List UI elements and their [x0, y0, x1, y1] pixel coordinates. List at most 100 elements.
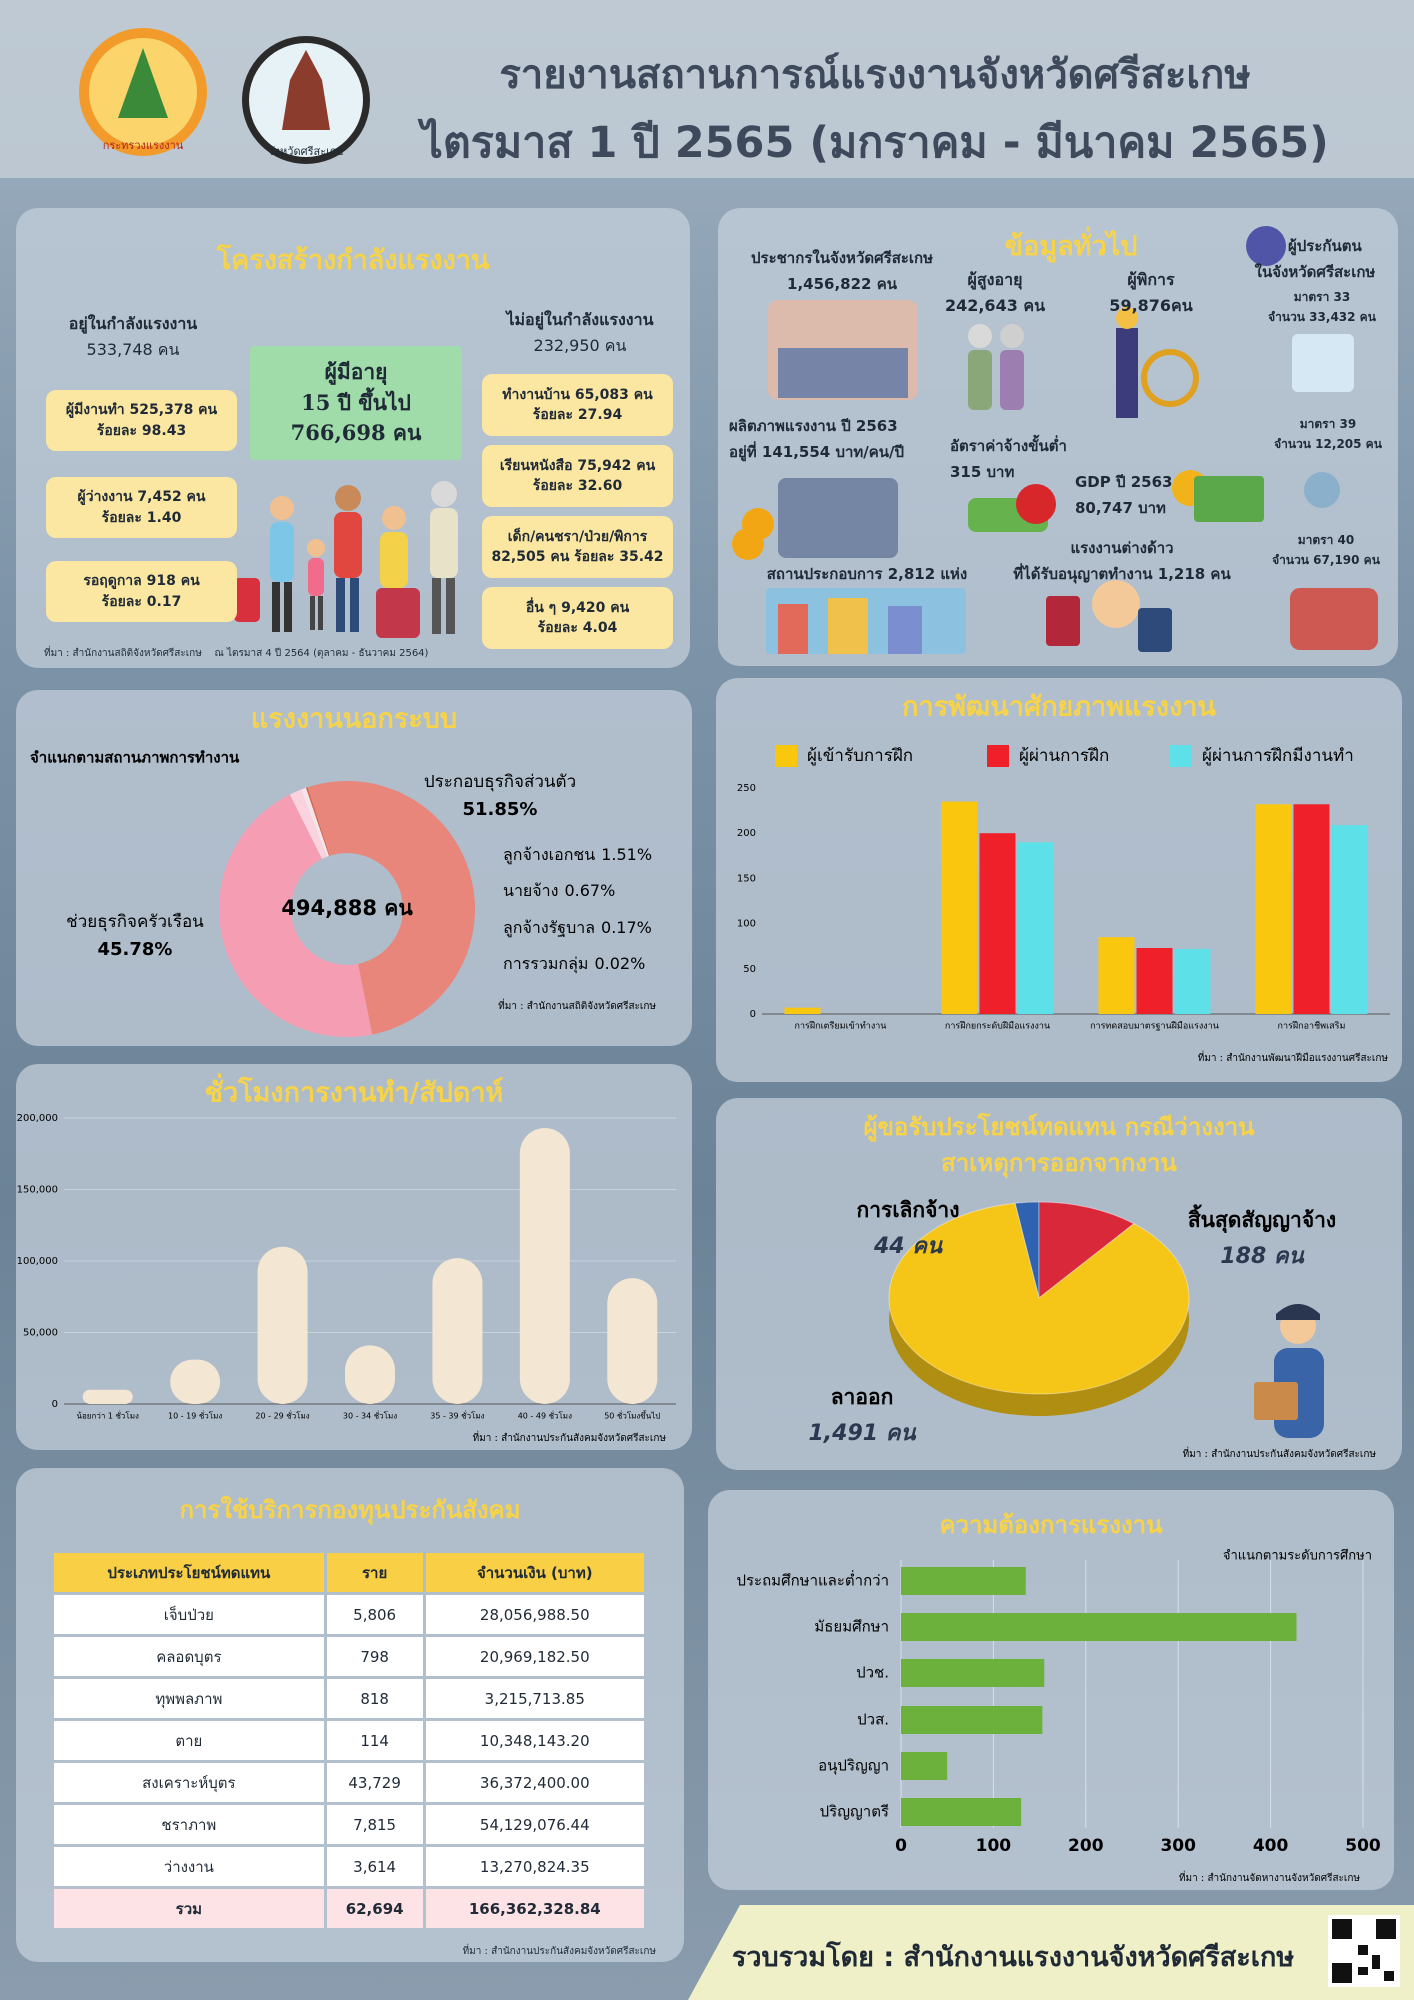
chart-title: การพัฒนาศักยภาพแรงงาน	[902, 692, 1216, 723]
segment-value-label: 0.02%	[594, 954, 645, 973]
in-labor-box: รอฤดูกาล 918 คน ร้อยละ 0.17	[46, 561, 237, 622]
donut-chart: แรงงานนอกระบบ จำแนกตามสถานภาพการทำงาน ที…	[30, 704, 656, 1037]
x-tick-label: 100	[976, 1836, 1012, 1856]
population-line1: ผู้มีอายุ	[324, 359, 388, 385]
logo-left-emblem	[118, 48, 168, 118]
pie-chart: ผู้ขอรับประโยชน์ทดแทน กรณีว่างงาน สาเหตุ…	[808, 1112, 1377, 1460]
bar	[1174, 948, 1211, 1014]
y-tick-label: 100,000	[17, 1256, 58, 1267]
demand-panel: ความต้องการแรงงาน จำแนกตามระดับการศึกษา …	[708, 1490, 1394, 1890]
bar-chart: การพัฒนาศักยภาพแรงงาน ที่มา : สำนักงานพั…	[737, 692, 1390, 1064]
header: กระทรวงแรงงาน จังหวัดศรีสะเกษ รายงานสถาน…	[0, 0, 1414, 178]
bar	[82, 1389, 133, 1404]
general-icons	[732, 226, 1378, 654]
bar	[345, 1345, 395, 1404]
segment-label: นายจ้าง	[503, 881, 558, 900]
segment-label-group: นายจ้าง 0.67%	[503, 881, 615, 900]
labor-structure-panel: โครงสร้างกำลังแรงงาน อยู่ในกำลังแรงงาน 5…	[16, 208, 690, 668]
foreign-worker-icon	[1046, 580, 1172, 652]
source: ที่มา : สำนักงานประกันสังคมจังหวัดศรีสะเ…	[462, 1946, 656, 1957]
source-period: ณ ไตรมาส 4 ปี 2564 (ตุลาคม - ธันวาคม 256…	[214, 648, 429, 659]
table-cell: ชราภาพ	[54, 1805, 324, 1844]
insured-line1: ผู้ประกันตน	[1288, 237, 1362, 255]
min-wage-line1: อัตราค่าจ้างขั้นต่ำ	[950, 437, 1067, 455]
table-cell: 28,056,988.50	[425, 1595, 644, 1634]
not-in-labor-box: เรียนหนังสือ 75,942 คนร้อยละ 32.60	[482, 445, 673, 507]
in-labor-count: 533,748 คน	[86, 340, 180, 359]
table-cell: เจ็บป่วย	[54, 1595, 324, 1634]
in-labor-box: ผู้มีงานทำ 525,378 คน ร้อยละ 98.43	[46, 390, 237, 451]
table-cell: 43,729	[326, 1763, 423, 1802]
table-row: ว่างงาน 3,614 13,270,824.35	[54, 1847, 644, 1886]
chart-title: แรงงานนอกระบบ	[251, 704, 457, 735]
qr-code	[1328, 1915, 1400, 1987]
x-tick-label: การฝึกเตรียมเข้าทำงาน	[795, 1021, 887, 1032]
population-line2: 15 ปี ขึ้นไป	[301, 389, 411, 415]
y-tick-label: 200	[737, 828, 756, 839]
box-line2: ร้อยละ 98.43	[96, 422, 187, 439]
y-tick-label: 200,000	[17, 1113, 58, 1124]
logos: กระทรวงแรงงาน จังหวัดศรีสะเกษ	[79, 28, 370, 164]
box-line2: ร้อยละ 27.94	[532, 407, 623, 423]
box-line2: ร้อยละ 32.60	[532, 478, 623, 494]
population-icon	[768, 300, 918, 400]
population-count: 766,698 คน	[290, 420, 422, 446]
box-line1: เด็ก/คนชรา/ป่วย/พิการ	[507, 528, 648, 545]
segment-value-label: 0.67%	[564, 881, 615, 900]
pie-slice	[1038, 1201, 1135, 1300]
table-row: สงเคราะห์บุตร 43,729 36,372,400.00	[54, 1763, 644, 1802]
source: ที่มา : สำนักงานประกันสังคมจังหวัดศรีสะเ…	[1183, 1446, 1377, 1460]
x-tick-label: 500	[1345, 1836, 1381, 1856]
not-in-labor-box: ทำงานบ้าน 65,083 คน ร้อยละ 27.94	[482, 374, 673, 436]
x-tick-label: 35 - 39 ชั่วโมง	[430, 1410, 484, 1421]
disabled-label: ผู้พิการ	[1127, 270, 1175, 289]
segment-label: ลูกจ้างรัฐบาล	[503, 918, 595, 938]
table-row: คลอดบุตร 798 20,969,182.50	[54, 1637, 644, 1676]
people	[234, 481, 458, 638]
insured-section-count: จำนวน 67,190 คน	[1272, 553, 1380, 567]
segment-label-group: ลูกจ้างรัฐบาล 0.17%	[503, 918, 652, 938]
person-illustration	[1254, 1304, 1324, 1438]
table-row: เจ็บป่วย 5,806 28,056,988.50	[54, 1595, 644, 1634]
y-tick-label: 0	[750, 1009, 756, 1020]
source: ที่มา : สำนักงานพัฒนาฝีมือแรงงานศรีสะเกษ	[1198, 1050, 1389, 1064]
population-label: ประชากรในจังหวัดศรีสะเกษ	[750, 249, 934, 267]
bar	[1293, 804, 1330, 1014]
legend-label: ผู้ผ่านการฝึก	[1019, 746, 1109, 766]
donut-center-label: 494,888 คน	[281, 896, 413, 920]
bar	[257, 1246, 308, 1404]
legend-label: ผู้ผ่านการฝึกมีงานทำ	[1202, 746, 1354, 766]
table-cell: 114	[326, 1721, 423, 1760]
insured-icons	[1246, 226, 1378, 650]
disabled-count: 59,876คน	[1109, 296, 1193, 315]
bar	[432, 1258, 483, 1404]
table-cell: สงเคราะห์บุตร	[54, 1763, 324, 1802]
hbar-chart: ความต้องการแรงงาน จำแนกตามระดับการศึกษา …	[736, 1511, 1381, 1884]
bar	[170, 1359, 221, 1404]
establishment-icon	[766, 588, 966, 654]
legend-swatch	[775, 745, 797, 767]
box-line1: ผู้ว่างงาน 7,452 คน	[77, 489, 206, 506]
gdp-icon	[1172, 470, 1264, 522]
y-tick-label: ปวช.	[856, 1664, 889, 1682]
table-cell: 798	[326, 1637, 423, 1676]
bar	[784, 1007, 821, 1014]
source: ที่มา : สำนักงานจัดหางานจังหวัดศรีสะเกษ	[1179, 1870, 1360, 1884]
x-tick-label: 300	[1160, 1836, 1196, 1856]
table-cell: 13,270,824.35	[425, 1847, 644, 1886]
min-wage-line2: 315 บาท	[950, 463, 1015, 481]
not-in-labor-count: 232,950 คน	[533, 336, 627, 355]
bar	[1331, 825, 1368, 1014]
segment-label: การรวมกลุ่ม	[503, 954, 588, 974]
productivity-line1: ผลิตภาพแรงงาน ปี 2563	[729, 417, 898, 435]
x-tick-label: 30 - 34 ชั่วโมง	[343, 1410, 397, 1421]
bar	[1017, 842, 1054, 1014]
table-cell: 36,372,400.00	[425, 1763, 644, 1802]
box-line1: เรียนหนังสือ 75,942 คน	[499, 457, 656, 474]
establishments: สถานประกอบการ 2,812 แห่ง	[766, 565, 968, 583]
source: ที่มา : สำนักงานสถิติจังหวัดศรีสะเกษ ณ ไ…	[44, 646, 428, 661]
foreign-workers-line2: ที่ได้รับอนุญาตทำงาน 1,218 คน	[1013, 565, 1231, 583]
box-line1: อื่น ๆ 9,420 คน	[525, 599, 630, 616]
title-period: ไตรมาส 1 ปี 2565 (มกราคม - มีนาคม 2565)	[421, 118, 1329, 168]
x-tick-label: 200	[1068, 1836, 1104, 1856]
